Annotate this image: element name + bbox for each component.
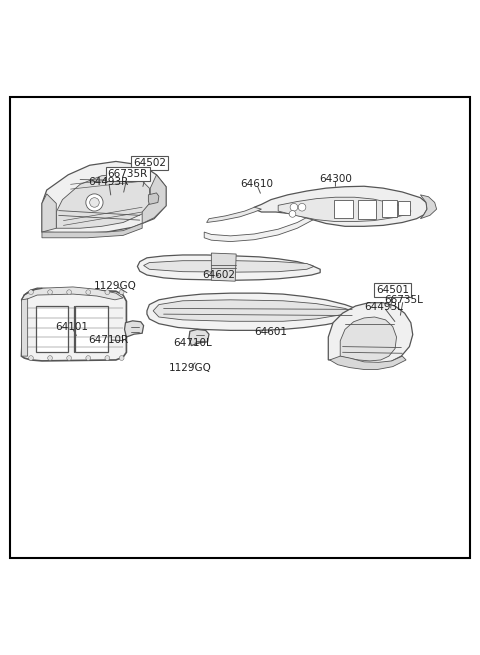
Circle shape [298,204,306,211]
Polygon shape [206,207,262,223]
Circle shape [119,290,124,295]
Text: 1129GQ: 1129GQ [168,363,211,373]
Text: 64501: 64501 [376,286,409,295]
Bar [75,305,108,352]
Circle shape [86,194,103,211]
Text: 64101: 64101 [56,322,88,333]
Text: 64710L: 64710L [173,338,212,348]
Polygon shape [144,261,314,272]
Polygon shape [137,255,320,280]
Polygon shape [142,175,166,223]
Polygon shape [328,303,413,364]
Bar [359,200,376,219]
Polygon shape [56,174,150,228]
Circle shape [67,290,72,295]
Text: 64300: 64300 [319,174,352,183]
Polygon shape [189,329,209,346]
Circle shape [48,356,52,360]
Polygon shape [420,195,437,219]
Circle shape [67,356,72,360]
Circle shape [289,210,296,217]
Polygon shape [22,299,28,356]
Text: 64601: 64601 [254,328,288,337]
Bar [36,305,68,352]
Polygon shape [254,186,427,227]
Polygon shape [330,356,406,369]
Circle shape [29,356,34,360]
Circle shape [29,290,34,295]
Polygon shape [278,197,411,221]
Polygon shape [22,288,126,361]
Bar [335,200,353,218]
Text: 64493R: 64493R [89,177,129,187]
Text: 64493L: 64493L [365,303,404,312]
Text: 64602: 64602 [202,270,235,280]
Text: 64502: 64502 [133,158,166,168]
Circle shape [48,290,52,295]
Polygon shape [42,223,142,238]
Text: 64710R: 64710R [89,335,129,345]
Polygon shape [340,317,396,361]
Circle shape [119,356,124,360]
Polygon shape [42,161,166,233]
Circle shape [86,290,91,295]
Circle shape [105,290,110,295]
Polygon shape [148,193,159,204]
Polygon shape [42,194,56,232]
Text: 64610: 64610 [240,179,273,189]
Polygon shape [211,253,236,281]
Circle shape [90,198,99,207]
Polygon shape [22,287,123,301]
Polygon shape [124,321,144,337]
Circle shape [290,204,298,211]
Circle shape [86,356,91,360]
Polygon shape [147,293,360,330]
Bar [382,200,397,217]
Bar [398,201,410,215]
Circle shape [105,356,110,360]
Text: 66735R: 66735R [108,169,148,179]
Text: 1129GQ: 1129GQ [94,280,136,291]
Polygon shape [204,198,355,242]
Polygon shape [153,300,352,322]
Text: 66735L: 66735L [384,295,423,305]
